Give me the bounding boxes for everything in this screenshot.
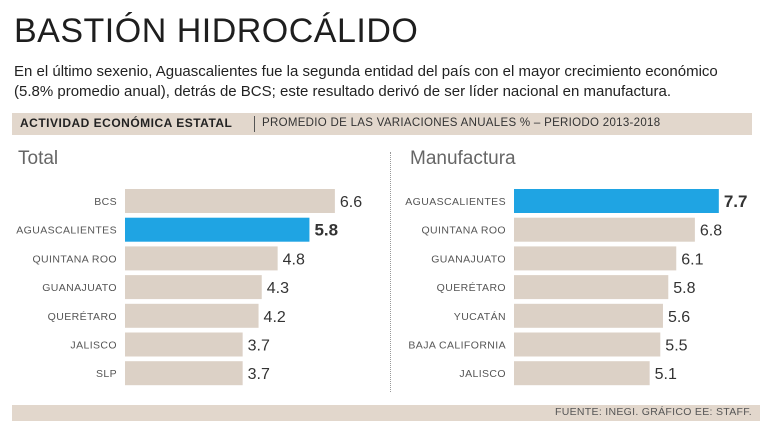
bar-bcs (125, 189, 335, 213)
category-label: GUANAJUATO (431, 253, 506, 265)
value-label: 6.8 (700, 223, 722, 240)
chart-title-total: Total (18, 148, 59, 169)
bar-chart-total: BCS 6.6 AGUASCALIENTES 5.8 QUINTANA ROO 4.8 GU… (16, 189, 362, 386)
value-label: 5.8 (314, 221, 338, 240)
bar-queretaro (514, 275, 669, 300)
value-label: 5.1 (655, 366, 677, 383)
category-label: GUANAJUATO (42, 282, 117, 294)
bar-guanajuato (125, 275, 262, 300)
value-label: 7.7 (724, 192, 748, 211)
panel-divider (390, 152, 391, 392)
category-label: AGUASCALIENTES (405, 196, 506, 208)
category-label: YUCATÁN (454, 310, 506, 323)
category-label: BCS (94, 196, 117, 208)
value-label: 6.1 (681, 251, 703, 268)
page-title: BASTIÓN HIDROCÁLIDO (14, 12, 419, 50)
category-label: QUINTANA ROO (421, 225, 506, 237)
chart-title-manufactura: Manufactura (410, 148, 516, 169)
bar-aguascalientes (514, 189, 719, 213)
value-label: 5.8 (673, 280, 695, 297)
bar-baja-california (514, 332, 661, 357)
value-label: 4.3 (267, 280, 289, 297)
bar-queretaro (125, 303, 259, 328)
category-label: AGUASCALIENTES (16, 225, 117, 237)
bar-aguascalientes (125, 217, 310, 242)
value-label: 5.6 (668, 309, 690, 326)
value-label: 4.2 (264, 309, 286, 326)
category-label: SLP (96, 368, 117, 380)
source-text: FUENTE: INEGI. GRÁFICO EE: STAFF. (555, 406, 752, 418)
bar-yucatan (514, 303, 663, 328)
band-separator (254, 116, 255, 132)
band-label-bold: ACTIVIDAD ECONÓMICA ESTATAL (20, 116, 233, 130)
bar-jalisco (514, 361, 650, 386)
page-subtitle: En el último sexenio, Aguascalientes fue… (14, 63, 718, 100)
bar-quintana-roo (514, 217, 695, 242)
bar-chart-manufactura: AGUASCALIENTES 7.7 QUINTANA ROO 6.8 GUANAJUA… (405, 189, 748, 386)
section-band: ACTIVIDAD ECONÓMICA ESTATAL PROMEDIO DE … (12, 113, 752, 135)
bar-guanajuato (514, 246, 677, 271)
value-label: 3.7 (248, 338, 270, 355)
category-label: QUINTANA ROO (32, 253, 117, 265)
category-label: JALISCO (459, 368, 506, 380)
bar-quintana-roo (125, 246, 278, 271)
value-label: 6.6 (340, 194, 362, 211)
source-band: FUENTE: INEGI. GRÁFICO EE: STAFF. (12, 405, 760, 421)
category-label: JALISCO (70, 340, 117, 352)
category-label: QUERÉTARO (437, 281, 506, 294)
value-label: 3.7 (248, 366, 270, 383)
category-label: BAJA CALIFORNIA (408, 340, 506, 352)
bar-jalisco (125, 332, 243, 357)
value-label: 5.5 (665, 338, 687, 355)
bar-slp (125, 361, 243, 386)
category-label: QUERÉTARO (48, 310, 117, 323)
band-label-rest: PROMEDIO DE LAS VARIACIONES ANUALES % – … (262, 117, 661, 129)
value-label: 4.8 (283, 251, 305, 268)
